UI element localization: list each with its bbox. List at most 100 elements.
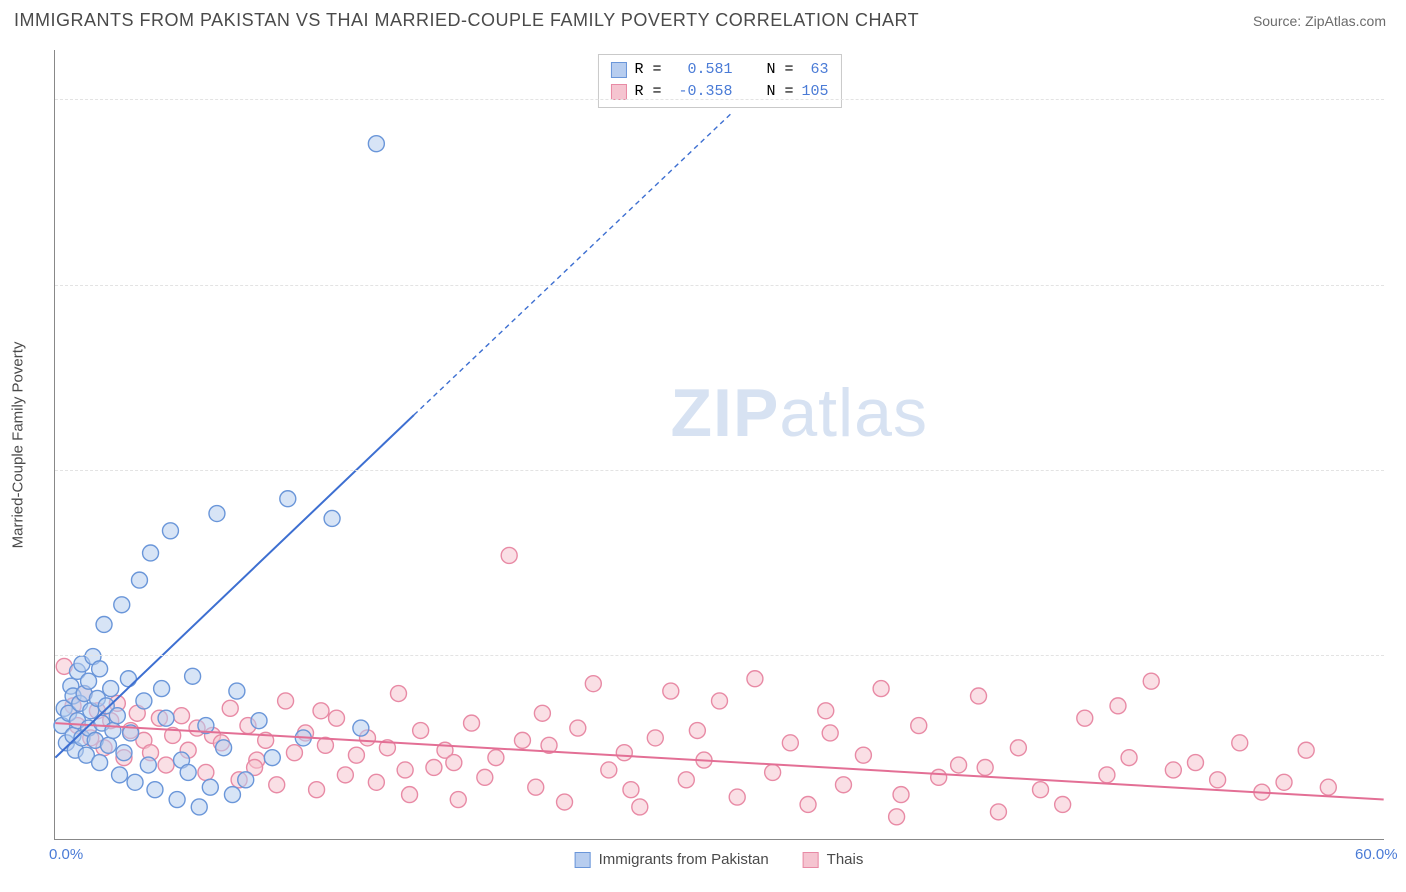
- data-point-pakistan: [238, 772, 254, 788]
- data-point-pakistan: [96, 617, 112, 633]
- data-point-pakistan: [127, 774, 143, 790]
- x-tick-label: 0.0%: [49, 846, 83, 863]
- data-point-thais: [585, 676, 601, 692]
- data-point-thais: [1232, 735, 1248, 751]
- data-point-pakistan: [112, 767, 128, 783]
- x-tick-label: 60.0%: [1355, 846, 1398, 863]
- data-point-pakistan: [216, 740, 232, 756]
- legend-item-thais: Thais: [803, 851, 864, 868]
- data-point-thais: [391, 686, 407, 702]
- data-point-thais: [269, 777, 285, 793]
- data-point-pakistan: [353, 720, 369, 736]
- data-point-thais: [1187, 755, 1203, 771]
- data-point-thais: [1099, 767, 1115, 783]
- data-point-thais: [747, 671, 763, 687]
- data-point-thais: [570, 720, 586, 736]
- data-point-pakistan: [158, 710, 174, 726]
- data-point-thais: [198, 764, 214, 780]
- data-point-pakistan: [136, 693, 152, 709]
- data-point-pakistan: [109, 708, 125, 724]
- data-point-pakistan: [180, 764, 196, 780]
- data-point-thais: [309, 782, 325, 798]
- data-point-thais: [514, 732, 530, 748]
- data-point-thais: [873, 681, 889, 697]
- data-point-pakistan: [143, 545, 159, 561]
- data-point-thais: [158, 757, 174, 773]
- correlation-scatter-chart: Married-Couple Family Poverty ZIPatlas R…: [54, 50, 1384, 840]
- data-point-thais: [647, 730, 663, 746]
- data-point-pakistan: [120, 671, 136, 687]
- legend-swatch-thais: [803, 852, 819, 868]
- data-point-thais: [528, 779, 544, 795]
- data-point-thais: [712, 693, 728, 709]
- data-point-thais: [557, 794, 573, 810]
- plot-area: ZIPatlas R = 0.581 N = 63 R = -0.358 N =…: [54, 50, 1384, 840]
- y-axis-title: Married-Couple Family Poverty: [10, 342, 27, 549]
- data-point-thais: [678, 772, 694, 788]
- data-point-pakistan: [100, 737, 116, 753]
- data-point-pakistan: [191, 799, 207, 815]
- data-point-thais: [601, 762, 617, 778]
- data-point-thais: [951, 757, 967, 773]
- data-point-thais: [1033, 782, 1049, 798]
- data-point-thais: [765, 764, 781, 780]
- data-point-pakistan: [368, 136, 384, 152]
- y-tick-label: 7.5%: [1394, 646, 1406, 663]
- data-point-thais: [800, 796, 816, 812]
- swatch-pakistan: [610, 62, 626, 78]
- grid-line: [55, 285, 1384, 286]
- data-point-thais: [632, 799, 648, 815]
- swatch-thais: [610, 84, 626, 100]
- y-tick-label: 15.0%: [1394, 461, 1406, 478]
- data-point-thais: [782, 735, 798, 751]
- data-point-thais: [1320, 779, 1336, 795]
- grid-line: [55, 99, 1384, 100]
- data-point-thais: [278, 693, 294, 709]
- data-point-thais: [397, 762, 413, 778]
- data-point-pakistan: [280, 491, 296, 507]
- data-point-pakistan: [92, 661, 108, 677]
- data-point-pakistan: [114, 597, 130, 613]
- data-point-pakistan: [324, 510, 340, 526]
- data-point-pakistan: [154, 681, 170, 697]
- data-point-thais: [488, 750, 504, 766]
- data-point-thais: [893, 787, 909, 803]
- legend-swatch-pakistan: [575, 852, 591, 868]
- data-point-pakistan: [92, 755, 108, 771]
- source-attribution: Source: ZipAtlas.com: [1253, 13, 1386, 29]
- data-point-thais: [990, 804, 1006, 820]
- data-point-thais: [616, 745, 632, 761]
- data-point-thais: [1210, 772, 1226, 788]
- y-tick-label: 30.0%: [1394, 91, 1406, 108]
- data-point-pakistan: [103, 681, 119, 697]
- data-point-pakistan: [202, 779, 218, 795]
- data-point-thais: [413, 723, 429, 739]
- data-point-thais: [1165, 762, 1181, 778]
- data-point-thais: [464, 715, 480, 731]
- data-point-thais: [663, 683, 679, 699]
- legend-item-pakistan: Immigrants from Pakistan: [575, 851, 769, 868]
- data-point-thais: [1298, 742, 1314, 758]
- data-point-thais: [348, 747, 364, 763]
- data-point-thais: [1110, 698, 1126, 714]
- data-point-thais: [450, 792, 466, 808]
- data-point-thais: [818, 703, 834, 719]
- data-point-thais: [1121, 750, 1137, 766]
- data-point-thais: [222, 700, 238, 716]
- data-point-thais: [1143, 673, 1159, 689]
- info-row-pakistan: R = 0.581 N = 63: [610, 59, 828, 81]
- data-point-pakistan: [224, 787, 240, 803]
- data-point-pakistan: [169, 792, 185, 808]
- data-point-thais: [337, 767, 353, 783]
- data-point-thais: [174, 708, 190, 724]
- data-point-thais: [368, 774, 384, 790]
- data-point-pakistan: [105, 723, 121, 739]
- data-point-thais: [971, 688, 987, 704]
- data-point-thais: [835, 777, 851, 793]
- data-point-thais: [534, 705, 550, 721]
- data-point-pakistan: [116, 745, 132, 761]
- data-point-thais: [426, 760, 442, 776]
- scatter-svg: [55, 50, 1384, 839]
- data-point-pakistan: [251, 713, 267, 729]
- data-point-thais: [623, 782, 639, 798]
